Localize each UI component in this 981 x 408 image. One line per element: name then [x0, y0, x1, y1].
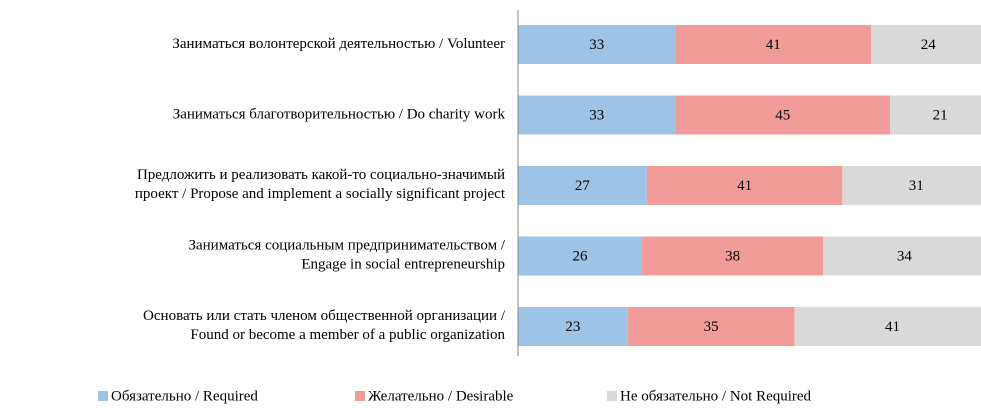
bar-segment [518, 25, 676, 64]
data-label: 41 [885, 319, 900, 335]
category-label: Заниматься волонтерской деятельностью / … [172, 36, 505, 52]
category-label: Заниматься социальным предпринимательств… [188, 238, 505, 273]
legend-label: Обязательно / Required [111, 388, 258, 404]
data-label: 33 [589, 107, 604, 123]
category-label: Заниматься благотворительностью / Do cha… [173, 106, 506, 122]
bar-segment [675, 95, 891, 135]
category-label: Основать или стать членом общественной о… [143, 308, 506, 343]
bar-segment [518, 236, 643, 276]
bar-segment [842, 166, 981, 205]
data-label: 31 [909, 178, 924, 194]
legend-label: Не обязательно / Not Required [620, 388, 812, 404]
data-label: 26 [573, 248, 589, 264]
data-label: 45 [775, 107, 790, 123]
data-label: 23 [565, 319, 580, 335]
data-label: 38 [725, 248, 740, 264]
legend-swatch [355, 391, 365, 401]
bar-segment [870, 25, 981, 64]
data-label: 21 [933, 107, 948, 123]
bar-segment [518, 166, 647, 205]
bar-segment [675, 25, 871, 64]
bar-segment [627, 307, 795, 346]
data-label: 27 [575, 178, 591, 194]
legend-label: Желательно / Desirable [368, 388, 514, 404]
bar-segment [642, 236, 824, 276]
data-label: 33 [589, 37, 604, 53]
bar-segment [646, 166, 843, 205]
bar-segment [823, 236, 981, 276]
data-label: 41 [737, 178, 752, 194]
bar-segment [518, 95, 676, 135]
bar-segment [794, 307, 981, 346]
data-label: 41 [766, 37, 781, 53]
data-label: 35 [704, 319, 719, 335]
legend-swatch [98, 391, 108, 401]
data-label: 24 [921, 37, 937, 53]
category-label: Предложить и реализовать какой-то социал… [135, 167, 506, 202]
bar-segment [518, 307, 628, 346]
bar-segment [890, 95, 981, 135]
data-label: 34 [897, 248, 913, 264]
legend-swatch [607, 391, 617, 401]
